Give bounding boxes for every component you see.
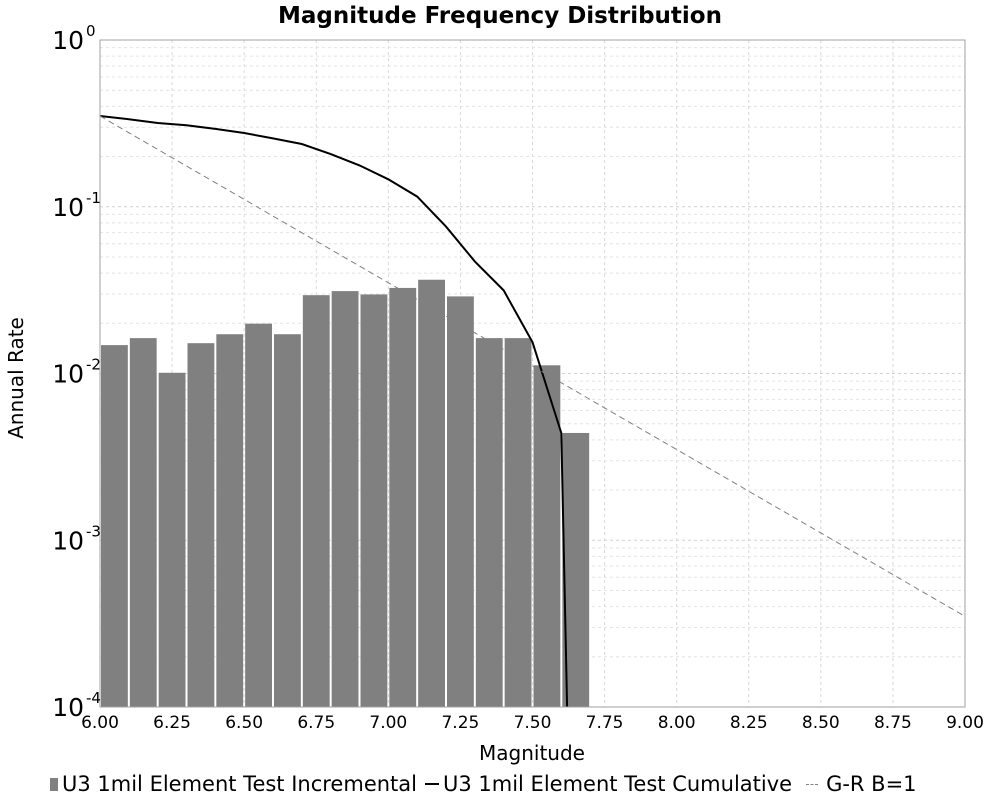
- legend-swatch-gr: [806, 783, 819, 785]
- bar-7: [302, 295, 330, 707]
- x-tick-label-4: 7.00: [369, 713, 407, 733]
- bar-5: [245, 323, 272, 707]
- x-tick-label-7: 7.75: [586, 713, 624, 733]
- bar-1: [129, 338, 157, 707]
- x-tick-label-11: 8.75: [874, 713, 912, 733]
- legend-item-cumulative: U3 1mil Element Test Cumulative: [423, 772, 792, 796]
- gr-b1-line: [99, 115, 966, 617]
- y-tick-base-4: 10: [52, 693, 84, 722]
- y-tick-label-2: 10 -2: [52, 356, 101, 389]
- legend: U3 1mil Element Test Incremental U3 1mil…: [50, 770, 990, 798]
- y-tick-label-0: 10 0: [52, 22, 95, 55]
- y-tick-base-1: 10: [52, 193, 84, 222]
- x-tick-label-12: 9.00: [946, 713, 984, 733]
- mfd-chart: Magnitude Frequency Distribution 6.00 6.2…: [4, 3, 984, 765]
- cumulative-line: [99, 115, 569, 708]
- y-tick-label-3: 10 -3: [52, 522, 101, 555]
- y-tick-label-1: 10 -1: [52, 189, 101, 222]
- x-tick-label-10: 8.50: [802, 713, 840, 733]
- x-tick-label-6: 7.50: [514, 713, 552, 733]
- y-tick-exp-2: -2: [86, 356, 101, 374]
- x-tick-label-2: 6.50: [225, 713, 263, 733]
- bar-6: [274, 334, 301, 707]
- x-tick-labels: 6.00 6.25 6.50 6.75 7.00 7.25 7.50 7.75 8.00 8.25…: [81, 713, 984, 733]
- bar-14: [504, 338, 532, 707]
- bar-3: [187, 343, 215, 707]
- legend-swatch-cumulative: [424, 783, 439, 785]
- y-tick-exp-0: 0: [86, 22, 96, 40]
- x-tick-label-3: 6.75: [297, 713, 335, 733]
- x-tick-label-5: 7.25: [441, 713, 479, 733]
- y-tick-exp-4: -4: [86, 689, 101, 707]
- legend-label-gr: G-R B=1: [826, 772, 917, 796]
- bar-0: [101, 345, 128, 707]
- y-tick-label-4: 10 -4: [52, 689, 101, 722]
- x-axis-label: Magnitude: [479, 741, 585, 765]
- y-tick-base-2: 10: [52, 360, 84, 389]
- x-tick-label-1: 6.25: [153, 713, 191, 733]
- bar-8: [331, 291, 359, 707]
- chart-title: Magnitude Frequency Distribution: [278, 3, 722, 29]
- bar-4: [216, 334, 244, 707]
- x-tick-label-8: 8.00: [658, 713, 696, 733]
- legend-item-gr: G-R B=1: [798, 772, 917, 796]
- grid-lines: [99, 40, 966, 708]
- bar-10: [389, 287, 417, 707]
- bar-9: [360, 294, 388, 707]
- bar-2: [158, 372, 186, 707]
- y-tick-exp-3: -3: [86, 522, 101, 540]
- incremental-bars: [101, 279, 590, 707]
- y-axis-label: Annual Rate: [4, 317, 28, 439]
- legend-label-incremental: U3 1mil Element Test Incremental: [62, 772, 417, 796]
- plot-frame: [99, 39, 966, 708]
- y-tick-base-0: 10: [52, 26, 84, 55]
- bar-12: [447, 296, 474, 707]
- x-tick-label-9: 8.25: [730, 713, 768, 733]
- x-tick-label-0: 6.00: [81, 713, 119, 733]
- y-tick-exp-1: -1: [86, 189, 101, 207]
- y-tick-base-3: 10: [52, 526, 84, 555]
- bar-13: [475, 338, 503, 707]
- legend-label-cumulative: U3 1mil Element Test Cumulative: [442, 772, 793, 796]
- legend-item-incremental: U3 1mil Element Test Incremental: [50, 772, 417, 796]
- bar-15: [533, 365, 561, 707]
- legend-swatch-incremental: [50, 777, 58, 791]
- bar-11: [418, 279, 445, 707]
